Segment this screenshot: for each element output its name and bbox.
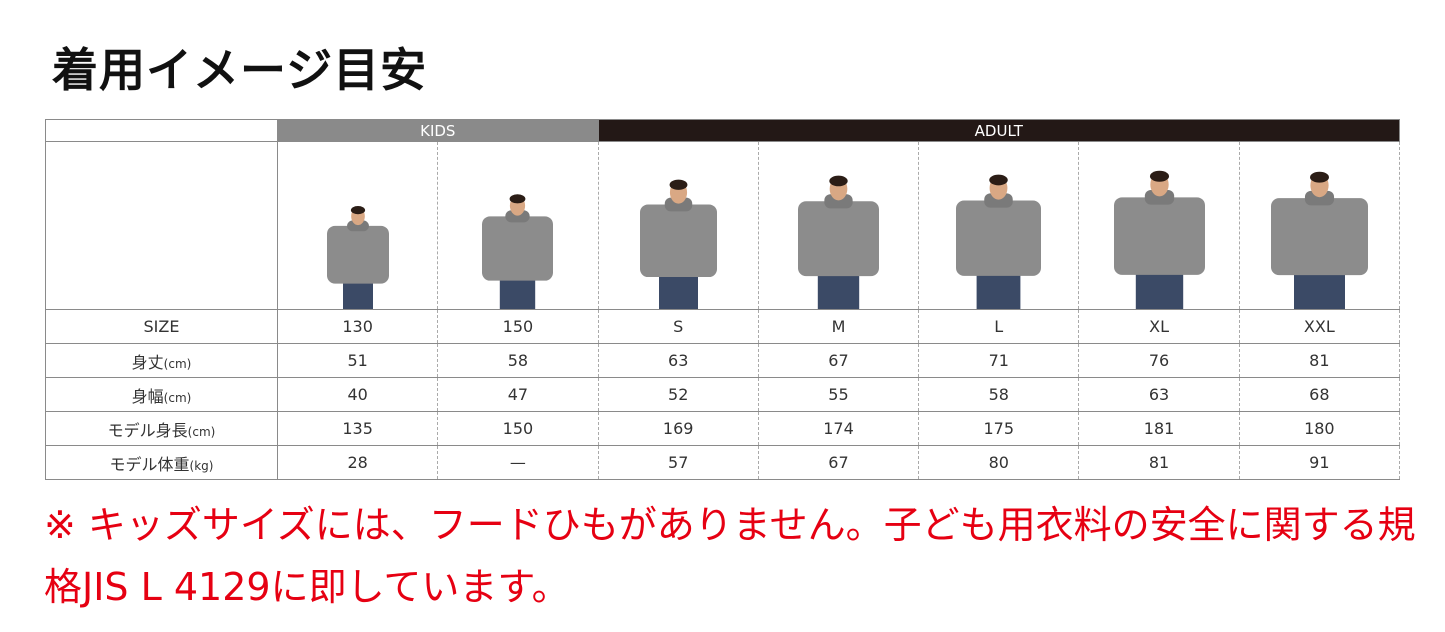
table-cell: 76 [1078, 343, 1240, 378]
table-row: 身幅(cm) 40 47 52 55 58 63 68 [45, 377, 1401, 412]
model-photo-XL [1078, 141, 1240, 310]
table-cell: 135 [276, 411, 439, 446]
row-label-text: SIZE [143, 317, 180, 336]
model-photo-150 [437, 141, 599, 310]
table-cell: 71 [918, 343, 1080, 378]
kids-size-note: ※ キッズサイズには、フードひもがありません。子ども用衣料の安全に関する規格JI… [44, 503, 1416, 609]
model-photo-S [597, 141, 759, 310]
table-cell: 28 [276, 445, 439, 480]
adult-header: ADULT [597, 119, 1401, 142]
row-label-text: 身丈 [131, 352, 164, 372]
row-label: 身幅(cm) [45, 377, 278, 412]
row-label-text: モデル体重 [109, 454, 190, 474]
table-cell: 40 [276, 377, 439, 412]
row-label-text: 身幅 [131, 386, 164, 406]
model-photo-L [918, 141, 1080, 310]
model-image-row [45, 141, 1401, 310]
table-cell: 58 [437, 343, 599, 378]
model-photo-130 [276, 141, 439, 310]
image-blank-cell [45, 141, 278, 310]
table-cell: M [757, 309, 920, 344]
table-cell: 169 [597, 411, 759, 446]
table-cell: 81 [1078, 445, 1240, 480]
row-label: SIZE [45, 309, 278, 344]
table-cell: 57 [597, 445, 759, 480]
table-cell: 150 [437, 309, 599, 344]
table-cell: 91 [1238, 445, 1401, 480]
table-cell: XL [1078, 309, 1240, 344]
model-figure-icon [1270, 171, 1368, 309]
group-header-row: KIDS ADULT [45, 119, 1401, 142]
table-cell: 51 [276, 343, 439, 378]
table-cell: S [597, 309, 759, 344]
row-label: モデル身長(cm) [45, 411, 278, 446]
page-title: 着用イメージ目安 [52, 43, 428, 97]
size-chart-table: KIDS ADULT SIZE 130 150 S M L XL XXL 身丈 [45, 119, 1401, 480]
model-figure-icon [482, 194, 554, 309]
row-label: 身丈(cm) [45, 343, 278, 378]
model-figure-icon [639, 179, 717, 309]
table-cell: 81 [1238, 343, 1401, 378]
table-cell: 63 [597, 343, 759, 378]
table-cell: 67 [757, 445, 920, 480]
table-row: 身丈(cm) 51 58 63 67 71 76 81 [45, 343, 1401, 378]
table-cell: XXL [1238, 309, 1401, 344]
row-label: モデル体重(kg) [45, 445, 278, 480]
row-label-text: モデル身長 [107, 420, 188, 440]
table-cell: 150 [437, 411, 599, 446]
table-cell: 58 [918, 377, 1080, 412]
table-row: モデル身長(cm) 135 150 169 174 175 181 180 [45, 411, 1401, 446]
row-unit: (cm) [187, 424, 216, 439]
table-cell: 47 [437, 377, 599, 412]
model-figure-icon [326, 206, 389, 309]
table-cell: 55 [757, 377, 920, 412]
model-figure-icon [1113, 170, 1205, 309]
table-cell: 174 [757, 411, 920, 446]
table-cell: 67 [757, 343, 920, 378]
row-unit: (kg) [189, 458, 214, 473]
model-photo-M [757, 141, 920, 310]
table-cell: — [437, 445, 599, 480]
table-cell: 80 [918, 445, 1080, 480]
row-unit: (cm) [163, 356, 192, 371]
header-blank-cell [45, 119, 278, 142]
table-cell: 52 [597, 377, 759, 412]
model-photo-XXL [1238, 141, 1401, 310]
table-row: SIZE 130 150 S M L XL XXL [45, 309, 1401, 344]
table-cell: 63 [1078, 377, 1240, 412]
table-cell: 68 [1238, 377, 1401, 412]
row-unit: (cm) [163, 390, 192, 405]
kids-header: KIDS [277, 119, 599, 142]
table-cell: 130 [276, 309, 439, 344]
table-cell: 180 [1238, 411, 1401, 446]
table-cell: 181 [1078, 411, 1240, 446]
table-cell: L [918, 309, 1080, 344]
model-figure-icon [797, 175, 879, 309]
table-cell: 175 [918, 411, 1080, 446]
table-row: モデル体重(kg) 28—57 67 80 81 91 [45, 445, 1401, 480]
model-figure-icon [956, 174, 1042, 309]
